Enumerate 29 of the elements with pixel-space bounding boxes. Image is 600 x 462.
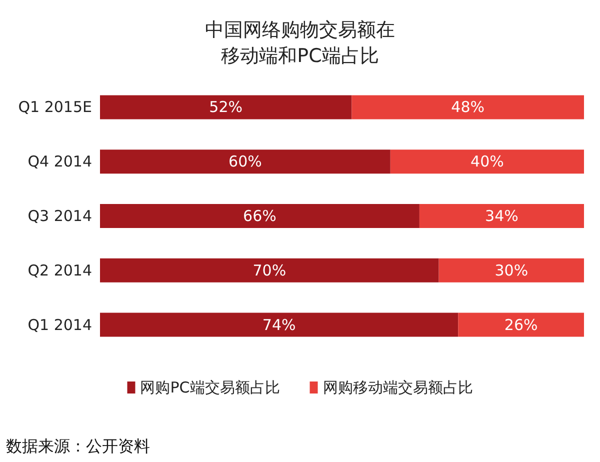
bar [100,150,390,174]
data-label: 74% [262,316,296,334]
data-label: 70% [252,261,286,280]
data-label: 60% [228,152,262,171]
chart-title: 中国网络购物交易额在移动端和PC端占比 [205,19,395,67]
legend-label: 网购移动端交易额占比 [322,378,473,396]
bar [390,150,584,174]
data-label: 26% [504,316,538,334]
bar [438,258,584,282]
bar [100,95,352,120]
data-label: 48% [451,98,485,116]
data-label: 30% [494,261,528,280]
y-tick-label: Q4 2014 [28,152,92,171]
bar [419,204,584,228]
data-label: 52% [209,98,243,116]
y-tick-label: Q1 2014 [28,316,92,334]
y-tick-label: Q3 2014 [28,207,92,225]
y-tick-label: Q2 2014 [28,261,92,280]
bar [100,204,420,228]
data-label: 40% [470,152,504,171]
y-tick-label: Q1 2015E [18,98,92,116]
legend-label: 网购PC端交易额占比 [140,378,280,396]
data-label: 66% [243,207,276,225]
bar [458,312,584,337]
bar [100,312,458,337]
source-note: 数据来源：公开资料 [6,436,150,456]
data-label: 34% [485,207,518,225]
bar [352,95,584,120]
bar [100,258,439,282]
